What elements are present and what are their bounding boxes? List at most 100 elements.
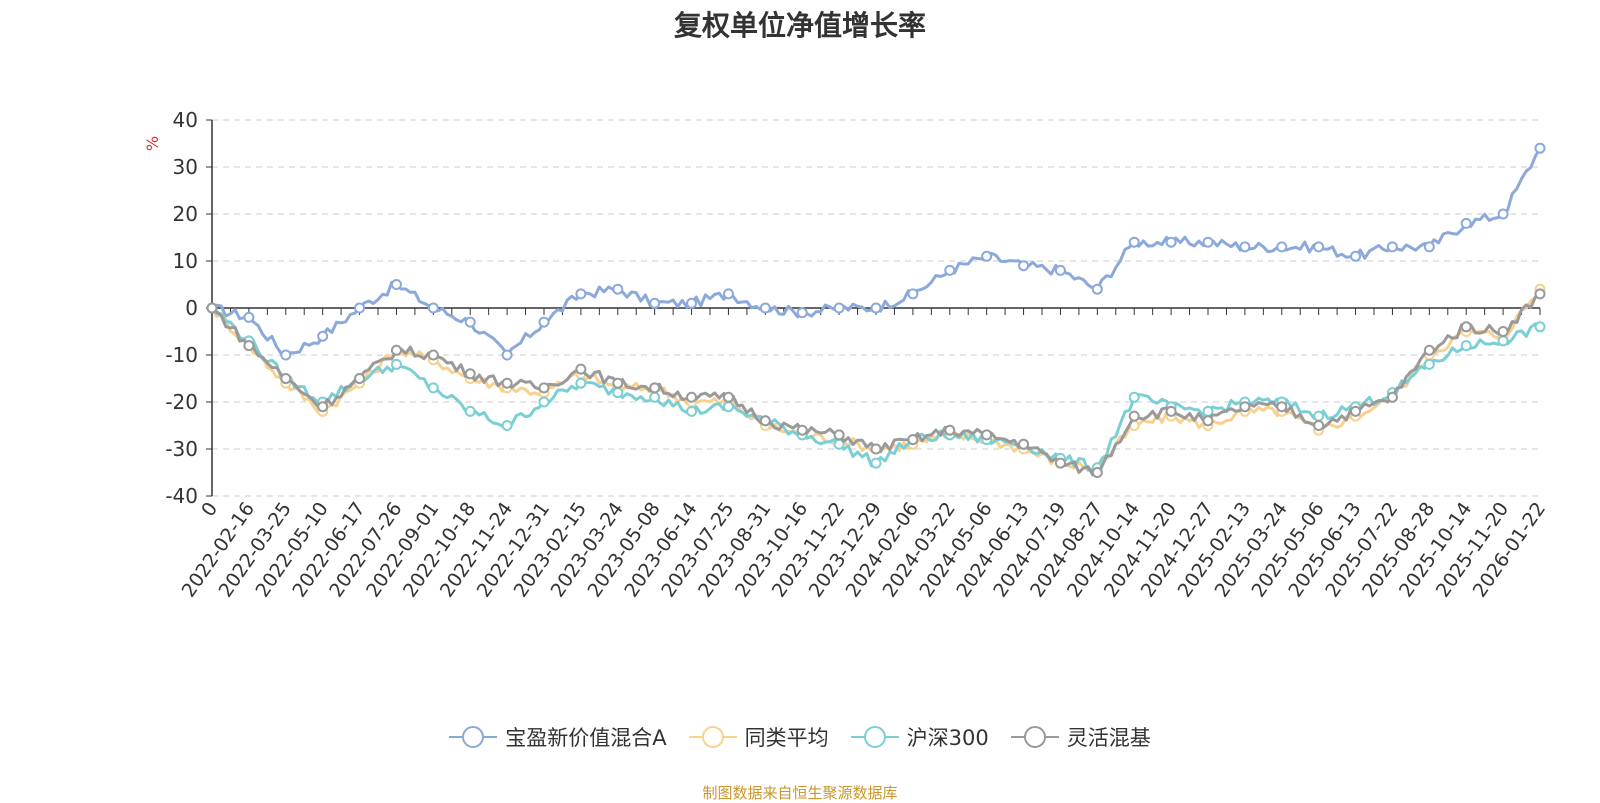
data-point: [1202, 415, 1214, 427]
data-point: [1276, 241, 1288, 253]
y-tick-label: -20: [165, 390, 198, 414]
data-point: [981, 250, 993, 262]
data-point: [1239, 241, 1251, 253]
data-point: [944, 424, 956, 436]
data-point: [1534, 142, 1546, 154]
data-point: [1165, 236, 1177, 248]
data-point: [981, 429, 993, 441]
data-point: [612, 387, 624, 399]
data-point: [944, 264, 956, 276]
data-point: [538, 316, 550, 328]
y-tick-label: 10: [173, 249, 198, 273]
data-point: [1460, 321, 1472, 333]
data-point: [427, 349, 439, 361]
legend-swatch-icon: [1010, 726, 1059, 748]
data-point: [1054, 457, 1066, 469]
legend-item[interactable]: 灵活混基: [1010, 722, 1151, 752]
data-point: [1386, 241, 1398, 253]
data-point: [833, 429, 845, 441]
data-point: [649, 297, 661, 309]
data-point: [722, 391, 734, 403]
data-point: [1239, 401, 1251, 413]
data-point: [1497, 208, 1509, 220]
y-tick-label: -40: [165, 484, 198, 508]
legend-item[interactable]: 同类平均: [688, 722, 829, 752]
data-point: [1313, 241, 1325, 253]
data-point: [575, 288, 587, 300]
data-point: [870, 443, 882, 455]
y-tick-label: -10: [165, 343, 198, 367]
y-tick-label: 40: [173, 108, 198, 132]
data-point: [833, 302, 845, 314]
legend-item[interactable]: 沪深300: [850, 722, 989, 752]
y-tick-label: 0: [185, 296, 198, 320]
data-point: [1018, 438, 1030, 450]
data-point: [1128, 410, 1140, 422]
data-point: [390, 279, 402, 290]
data-point: [427, 382, 439, 394]
data-point: [612, 377, 624, 389]
data-point: [1128, 391, 1140, 403]
data-point: [686, 391, 698, 403]
data-point: [464, 405, 476, 417]
legend-item[interactable]: 宝盈新价值混合A: [449, 722, 667, 752]
data-point: [612, 283, 624, 295]
legend-label: 灵活混基: [1066, 726, 1151, 750]
data-point: [649, 391, 661, 403]
data-point: [1313, 410, 1325, 422]
data-point: [390, 344, 402, 356]
legend-label: 同类平均: [744, 726, 829, 750]
y-tick-label: 20: [173, 202, 198, 226]
data-point: [1460, 340, 1472, 352]
y-tick-label: 30: [173, 155, 198, 179]
data-point: [243, 340, 255, 352]
data-point: [649, 382, 661, 394]
legend: 宝盈新价值混合A 同类平均 沪深300 灵活混基: [0, 722, 1600, 752]
data-point: [427, 302, 439, 314]
data-point: [243, 311, 255, 323]
chart-title: 复权单位净值增长率: [673, 9, 926, 42]
data-point: [390, 358, 402, 370]
data-point: [575, 377, 587, 389]
data-point: [1350, 250, 1362, 262]
data-point: [317, 330, 329, 342]
data-point: [317, 401, 329, 413]
data-point: [870, 302, 882, 314]
data-point: [1423, 241, 1435, 253]
data-point: [759, 415, 771, 427]
data-point: [354, 302, 366, 314]
data-point: [501, 420, 513, 431]
tick-labels: 403020100-10-20-30-40%02022-02-162022-03…: [143, 108, 1550, 601]
data-point: [1202, 236, 1214, 248]
x-tick-label: 0: [197, 498, 222, 521]
data-point: [722, 288, 734, 300]
data-point: [538, 396, 550, 408]
legend-label: 沪深300: [906, 726, 989, 750]
data-point: [907, 434, 919, 446]
y-axis-unit: %: [143, 136, 162, 151]
data-point: [1534, 321, 1546, 333]
data-point: [501, 377, 513, 389]
data-point: [686, 297, 698, 309]
data-point: [1423, 344, 1435, 356]
data-point: [1091, 467, 1103, 478]
data-point: [464, 316, 476, 328]
data-point: [501, 349, 513, 361]
data-point: [1276, 401, 1288, 413]
data-point: [1534, 288, 1546, 300]
data-point: [796, 424, 808, 436]
data-point: [464, 368, 476, 380]
legend-swatch-icon: [688, 726, 737, 748]
data-point: [1313, 420, 1325, 431]
data-point: [1423, 358, 1435, 370]
data-point: [280, 373, 292, 384]
data-point: [759, 302, 771, 314]
data-point: [686, 405, 698, 417]
data-point: [575, 363, 587, 375]
data-point: [1350, 405, 1362, 417]
data-point: [1091, 283, 1103, 295]
series-line: [211, 147, 1542, 357]
legend-label: 宝盈新价值混合A: [505, 726, 667, 750]
source-note: 制图数据来自恒生聚源数据库: [702, 784, 898, 802]
